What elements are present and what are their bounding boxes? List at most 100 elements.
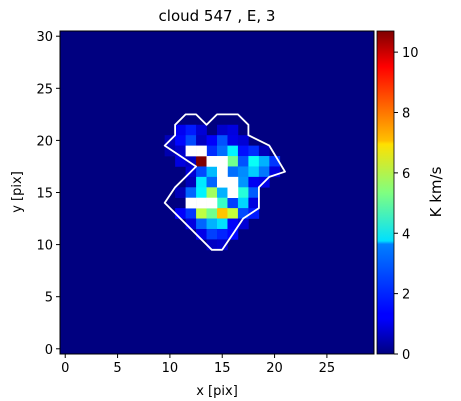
- heatmap-cell: [248, 176, 260, 188]
- heatmap-cell: [217, 208, 228, 219]
- heatmap-cell: [196, 228, 207, 240]
- heatmap-cell: [269, 166, 281, 178]
- heatmap-cell: [217, 156, 228, 167]
- heatmap-cell: [206, 208, 218, 219]
- x-tick-label: 5: [113, 361, 121, 376]
- heatmap-plot-area: [59, 30, 375, 355]
- heatmap-cell: [164, 145, 176, 157]
- heatmap-cell: [227, 124, 239, 136]
- heatmap-cell: [269, 156, 281, 167]
- heatmap-cell: [217, 239, 228, 251]
- heatmap-cell: [206, 135, 218, 146]
- heatmap-cell: [196, 156, 207, 167]
- heatmap-cell: [217, 145, 228, 157]
- heatmap-cell: [248, 156, 260, 167]
- heatmap-cell: [196, 135, 207, 146]
- heatmap-cell: [217, 135, 228, 146]
- heatmap-cell: [175, 135, 186, 146]
- heatmap-cell: [227, 145, 239, 157]
- heatmap-cell: [237, 187, 249, 199]
- heatmap-cell: [196, 218, 207, 230]
- y-tick-label: 10: [36, 239, 53, 254]
- heatmap-cell: [196, 124, 207, 136]
- heatmap-cell: [185, 197, 197, 209]
- heatmap-cell: [227, 135, 239, 146]
- heatmap-cell: [185, 135, 197, 146]
- cloud-contour: [163, 113, 286, 251]
- heatmap-cell: [206, 145, 218, 157]
- colorbar-tick-label: 4: [402, 227, 410, 242]
- heatmap-cell: [175, 124, 186, 136]
- heatmap-cell: [206, 197, 218, 209]
- colorbar-gradient: [376, 30, 395, 355]
- heatmap-cell: [185, 187, 197, 199]
- heatmap-cell: [237, 218, 249, 230]
- heatmap-cell: [217, 218, 228, 230]
- x-tick-label: 10: [162, 361, 179, 376]
- heatmap-cell: [206, 218, 218, 230]
- heatmap-cell: [237, 208, 249, 219]
- heatmap-cell: [217, 197, 228, 209]
- heatmap-cell: [206, 166, 218, 178]
- heatmap-cell: [196, 166, 207, 178]
- y-tick-label: 15: [36, 187, 53, 202]
- y-axis-label: y [pix]: [10, 171, 25, 213]
- x-tick-label: 25: [319, 361, 336, 376]
- heatmap-cell: [217, 187, 228, 199]
- colorbar-ticks: 0 2 4 6 8 10: [394, 46, 419, 363]
- colorbar-label: K km/s: [427, 166, 445, 217]
- heatmap-cell: [175, 208, 186, 219]
- heatmap-cell: [227, 166, 239, 178]
- heatmap-cell: [217, 166, 228, 178]
- heatmap-cell: [227, 218, 239, 230]
- heatmap-cell: [196, 176, 207, 188]
- heatmap-cell: [258, 166, 270, 178]
- heatmap-cell: [206, 239, 218, 251]
- heatmap-cell: [248, 187, 260, 199]
- colorbar-tick-label: 10: [402, 46, 419, 61]
- heatmap-cell: [248, 145, 260, 157]
- heatmap-cell: [185, 218, 197, 230]
- heatmap-cell: [217, 176, 228, 188]
- heatmap-cell: [185, 208, 197, 219]
- heatmap-cell: [237, 166, 249, 178]
- y-tick-label: 30: [36, 30, 53, 45]
- heatmap-cell: [175, 145, 186, 157]
- heatmap-cell: [206, 176, 218, 188]
- colorbar-tick-label: 6: [402, 167, 410, 182]
- heatmap-cell: [185, 145, 197, 157]
- heatmap-cell: [196, 208, 207, 219]
- heatmap-cell: [248, 197, 260, 209]
- heatmap-cell: [258, 145, 270, 157]
- heatmap-cell: [217, 124, 228, 136]
- heatmap-cell: [185, 124, 197, 136]
- heatmap-cell: [185, 176, 197, 188]
- heatmap-cell: [196, 187, 207, 199]
- x-axis: 0 5 10 15 20 25: [61, 354, 335, 376]
- heatmap-cell: [227, 156, 239, 167]
- heatmap-cell: [206, 187, 218, 199]
- x-tick-label: 15: [214, 361, 231, 376]
- heatmap-cell: [237, 135, 249, 146]
- heatmap-cell: [237, 145, 249, 157]
- heatmap-cell: [227, 187, 239, 199]
- heatmap-cell: [206, 228, 218, 240]
- y-tick-label: 5: [45, 291, 53, 306]
- heatmap-cell: [175, 156, 186, 167]
- heatmap-cell: [237, 176, 249, 188]
- heatmap-cell: [196, 197, 207, 209]
- x-tick-label: 0: [61, 361, 69, 376]
- heatmap-cell: [248, 208, 260, 219]
- heatmap-cell: [217, 228, 228, 240]
- heatmap-cell: [237, 156, 249, 167]
- heatmap-cell: [185, 156, 197, 167]
- colorbar-tick-label: 8: [402, 107, 410, 122]
- colorbar-tick-label: 2: [402, 288, 410, 303]
- y-tick-label: 0: [45, 343, 53, 358]
- x-axis-label: x [pix]: [196, 384, 238, 399]
- y-axis: 0 5 10 15 20 25 30: [36, 30, 60, 358]
- y-tick-label: 20: [36, 134, 53, 149]
- y-tick-label: 25: [36, 82, 53, 97]
- chart-title: cloud 547 , E, 3: [159, 7, 276, 25]
- heatmap-cell: [206, 156, 218, 167]
